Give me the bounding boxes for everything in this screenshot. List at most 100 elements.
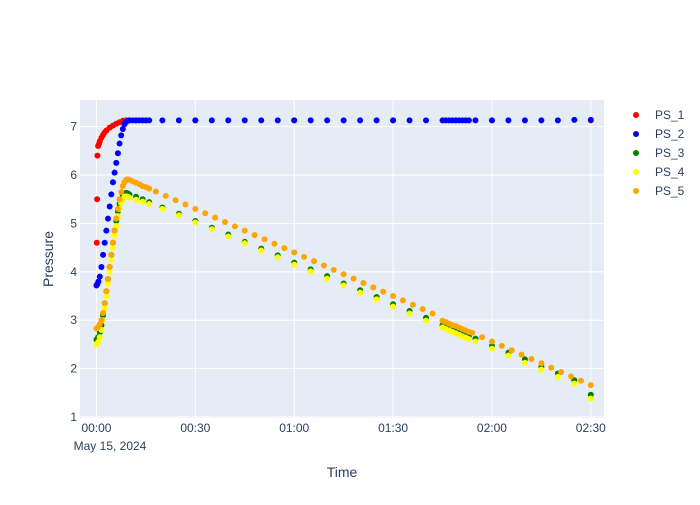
data-point: [274, 117, 281, 124]
data-point: [111, 232, 118, 239]
data-point: [159, 205, 166, 212]
data-point: [429, 310, 436, 317]
data-point: [113, 159, 120, 166]
data-point: [357, 117, 364, 124]
data-point: [554, 373, 561, 380]
data-point: [108, 256, 115, 263]
legend-label: PS_3: [655, 146, 685, 160]
data-point: [587, 116, 594, 123]
data-point: [95, 339, 102, 346]
data-point: [488, 117, 495, 124]
series-ps-2: [93, 116, 594, 289]
legend-marker: [633, 112, 639, 118]
data-point: [146, 185, 153, 192]
legend-label: PS_5: [655, 184, 685, 198]
x-tick-label: 00:00: [81, 421, 111, 435]
data-point: [360, 279, 367, 286]
data-point: [472, 338, 479, 345]
data-point: [94, 152, 101, 159]
y-tick-label: 3: [70, 313, 77, 327]
y-tick-label: 7: [70, 120, 77, 134]
data-point: [465, 117, 472, 124]
x-date-label: May 15, 2024: [74, 439, 147, 453]
data-point: [538, 366, 545, 373]
data-point: [307, 268, 314, 275]
data-point: [370, 284, 377, 291]
data-point: [406, 117, 413, 124]
data-point: [113, 222, 120, 229]
data-point: [505, 352, 512, 359]
data-point: [114, 205, 121, 212]
data-point: [114, 150, 121, 157]
y-tick-label: 1: [70, 410, 77, 424]
data-point: [291, 261, 298, 268]
x-tick-label: 02:30: [576, 421, 606, 435]
x-tick-label: 01:00: [279, 421, 309, 435]
legend-label: PS_4: [655, 165, 685, 179]
data-point: [472, 117, 479, 124]
data-point: [146, 117, 153, 124]
data-point: [479, 334, 486, 341]
data-point: [558, 369, 565, 376]
data-point: [380, 288, 387, 295]
data-point: [175, 117, 182, 124]
data-point: [106, 263, 113, 270]
data-point: [109, 244, 116, 251]
data-point: [251, 232, 258, 239]
data-point: [192, 117, 199, 124]
data-point: [571, 116, 578, 123]
data-point: [231, 223, 238, 230]
data-point: [571, 380, 578, 387]
legend-item[interactable]: PS_5: [633, 184, 685, 198]
data-point: [103, 288, 110, 295]
data-point: [225, 233, 232, 240]
data-point: [340, 117, 347, 124]
data-point: [274, 254, 281, 261]
y-tick-label: 4: [70, 265, 77, 279]
data-point: [118, 132, 125, 139]
data-point: [146, 201, 153, 208]
legend-item[interactable]: PS_4: [633, 165, 685, 179]
data-point: [101, 305, 108, 312]
data-point: [307, 117, 314, 124]
data-point: [100, 309, 107, 316]
data-point: [409, 301, 416, 308]
data-point: [241, 117, 248, 124]
legend-item[interactable]: PS_1: [633, 108, 685, 122]
legend-item[interactable]: PS_2: [633, 127, 685, 141]
data-point: [419, 306, 426, 313]
data-point: [538, 117, 545, 124]
data-point: [202, 210, 209, 217]
data-point: [222, 218, 229, 225]
legend: PS_1 PS_2 PS_3 PS_4 PS_5: [633, 108, 685, 198]
data-point: [528, 355, 535, 362]
data-point: [100, 251, 107, 258]
data-point: [106, 268, 113, 275]
data-point: [488, 338, 495, 345]
data-point: [291, 117, 298, 124]
data-point: [423, 317, 430, 324]
data-point: [133, 196, 140, 203]
data-point: [373, 296, 380, 303]
data-point: [518, 351, 525, 358]
legend-marker: [633, 188, 639, 194]
y-tick-label: 6: [70, 168, 77, 182]
data-point: [258, 247, 265, 254]
legend-marker: [633, 150, 639, 156]
data-point: [271, 240, 278, 247]
y-tick-label: 2: [70, 362, 77, 376]
data-point: [106, 203, 113, 210]
gridlines: [80, 100, 604, 418]
y-tick-label: 5: [70, 216, 77, 230]
data-point: [399, 297, 406, 304]
data-point: [94, 196, 101, 203]
data-point: [113, 215, 120, 222]
data-point: [258, 117, 265, 124]
data-point: [182, 201, 189, 208]
data-point: [324, 117, 331, 124]
data-point: [208, 226, 215, 233]
legend-item[interactable]: PS_3: [633, 146, 685, 160]
data-point: [152, 188, 159, 195]
data-point: [101, 239, 108, 246]
data-point: [505, 117, 512, 124]
